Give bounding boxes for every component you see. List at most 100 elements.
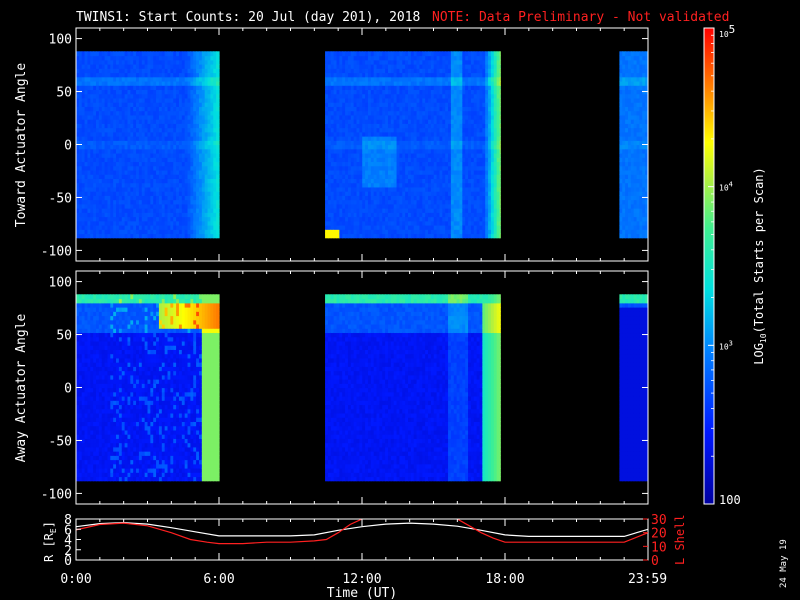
toward-cell	[448, 208, 452, 213]
toward-cell	[422, 208, 426, 213]
toward-cell	[327, 208, 332, 213]
toward-cell	[98, 55, 103, 61]
toward-cell	[362, 59, 366, 65]
toward-cell	[156, 233, 160, 239]
toward-cell	[353, 68, 358, 74]
toward-cell	[187, 119, 191, 124]
toward-cell	[90, 80, 94, 86]
toward-cell	[370, 97, 375, 103]
toward-cell	[90, 136, 94, 141]
toward-cell	[167, 102, 171, 107]
toward-cell	[216, 165, 220, 171]
toward-cell	[104, 106, 109, 112]
toward-cell	[336, 76, 340, 82]
toward-cell	[201, 191, 206, 196]
toward-cell	[101, 76, 106, 82]
toward-cell	[476, 152, 481, 158]
toward-cell	[330, 224, 335, 230]
toward-cell	[76, 119, 80, 124]
toward-cell	[204, 203, 209, 209]
toward-cell	[442, 212, 446, 218]
toward-cell	[413, 148, 418, 154]
toward-cell	[396, 233, 401, 239]
toward-cell	[342, 106, 346, 112]
toward-cell	[201, 203, 206, 209]
toward-cell	[178, 76, 183, 82]
toward-cell	[204, 157, 209, 163]
toward-cell	[147, 165, 151, 171]
toward-cell	[482, 123, 486, 129]
toward-cell	[436, 199, 441, 205]
toward-cell	[359, 136, 363, 141]
toward-cell	[428, 182, 432, 188]
toward-cell	[90, 72, 94, 78]
toward-cell	[402, 152, 406, 158]
toward-cell	[144, 152, 149, 158]
toward-cell	[93, 110, 97, 116]
toward-cell	[385, 233, 389, 239]
toward-cell	[496, 127, 501, 133]
toward-cell	[90, 182, 94, 188]
toward-cell	[167, 144, 171, 150]
toward-cell	[373, 182, 378, 188]
toward-cell	[385, 85, 389, 91]
toward-cell	[439, 76, 443, 82]
toward-cell	[470, 191, 475, 196]
toward-cell	[410, 199, 415, 205]
toward-cell	[385, 195, 389, 201]
toward-cell	[196, 152, 200, 158]
toward-cell	[216, 97, 220, 103]
toward-cell	[198, 80, 203, 86]
toward-cell	[439, 59, 443, 65]
toward-cell	[178, 85, 183, 91]
toward-cell	[327, 80, 332, 86]
toward-cell	[362, 178, 366, 184]
toward-cell	[187, 106, 191, 112]
toward-cell	[456, 64, 461, 69]
toward-cell	[213, 169, 217, 175]
toward-cell	[101, 208, 106, 213]
toward-cell	[490, 97, 495, 103]
toward-cell	[353, 93, 358, 99]
toward-cell	[393, 165, 398, 171]
toward-cell	[104, 68, 109, 74]
toward-cell	[110, 76, 114, 82]
toward-cell	[445, 203, 449, 209]
toward-cell	[379, 85, 383, 91]
toward-cell	[127, 76, 131, 82]
toward-cell	[367, 191, 372, 196]
toward-cell	[350, 199, 355, 205]
toward-cell	[98, 64, 103, 69]
toward-cell	[118, 220, 123, 226]
toward-cell	[470, 97, 475, 103]
toward-cell	[473, 169, 478, 175]
toward-cell	[127, 51, 131, 57]
toward-cell	[164, 165, 169, 171]
toward-cell	[136, 224, 140, 230]
toward-cell	[187, 89, 191, 95]
toward-cell	[339, 199, 343, 205]
toward-cell	[402, 220, 406, 226]
toward-cell	[353, 208, 358, 213]
toward-cell	[184, 55, 189, 61]
toward-cell	[413, 76, 418, 82]
toward-cell	[201, 212, 206, 218]
toward-cell	[356, 127, 360, 133]
toward-cell	[127, 72, 131, 78]
toward-cell	[207, 97, 212, 103]
toward-cell	[442, 229, 446, 235]
toward-cell	[490, 55, 495, 61]
toward-cell	[327, 220, 332, 226]
toward-cell	[170, 165, 174, 171]
toward-cell	[347, 224, 352, 230]
toward-cell	[479, 140, 483, 146]
toward-cell	[413, 229, 418, 235]
toward-cell	[147, 169, 151, 175]
toward-cell	[76, 140, 80, 146]
toward-cell	[178, 148, 183, 154]
toward-cell	[499, 191, 501, 196]
toward-cell	[156, 72, 160, 78]
toward-cell	[187, 127, 191, 133]
toward-cell	[327, 106, 332, 112]
toward-cell	[376, 136, 380, 141]
